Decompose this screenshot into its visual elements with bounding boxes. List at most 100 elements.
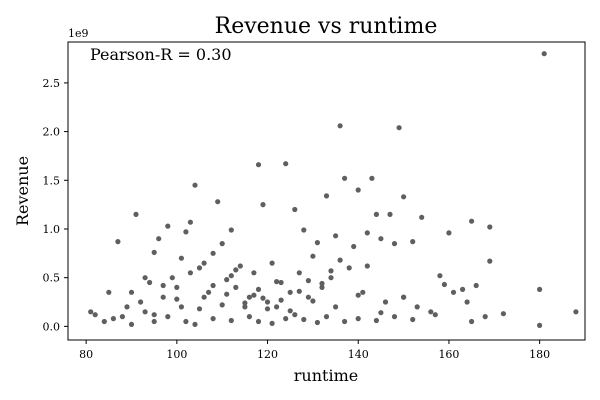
data-point	[342, 318, 348, 325]
y-tick-label: 2.5	[43, 77, 61, 90]
data-point	[242, 304, 248, 310]
pearson-annotation: Pearson-R = 0.30	[90, 45, 232, 64]
data-point	[119, 314, 125, 320]
data-point	[328, 268, 334, 274]
data-point	[178, 304, 184, 310]
data-point	[264, 306, 271, 312]
y-tick-label: 2.0	[43, 126, 61, 139]
data-point	[432, 312, 438, 318]
data-point	[192, 182, 198, 188]
y-axis: 0.0 0.5 1.0 1.5 2.0 2.5	[43, 77, 68, 333]
plot-area	[67, 41, 586, 341]
data-point	[469, 218, 475, 224]
data-point	[201, 294, 207, 300]
data-point	[460, 286, 466, 292]
data-point	[287, 308, 293, 314]
data-point	[410, 239, 416, 245]
data-point	[274, 304, 280, 310]
data-point	[210, 282, 216, 289]
data-point	[165, 314, 171, 320]
x-tick-label: 160	[438, 348, 459, 361]
data-point	[215, 199, 221, 205]
data-point	[301, 227, 307, 233]
data-point	[178, 255, 184, 261]
data-point	[183, 229, 189, 235]
data-point	[210, 250, 216, 256]
data-point	[373, 211, 379, 217]
data-point	[246, 314, 252, 320]
x-axis-label: runtime	[294, 366, 358, 385]
data-point	[165, 223, 171, 229]
data-point	[482, 314, 488, 320]
data-point	[174, 284, 180, 290]
data-point	[187, 219, 193, 225]
data-point	[537, 286, 543, 292]
data-point	[573, 309, 579, 315]
y-tick-label: 1.0	[43, 223, 61, 236]
data-point	[142, 275, 148, 281]
data-point	[328, 275, 334, 281]
data-point	[260, 295, 266, 301]
data-point	[196, 265, 203, 271]
data-point	[242, 300, 248, 306]
y-tick-label: 1.5	[43, 174, 61, 187]
data-point	[319, 280, 325, 287]
data-point	[101, 318, 107, 325]
data-point	[255, 286, 262, 292]
data-point	[183, 318, 189, 325]
data-point	[437, 273, 443, 279]
x-tick-label: 180	[529, 348, 550, 361]
y-axis-label: Revenue	[13, 156, 32, 226]
data-point	[401, 294, 407, 300]
data-point	[396, 125, 402, 131]
x-tick-label: 80	[79, 348, 93, 361]
data-point	[446, 230, 452, 236]
data-point	[337, 123, 343, 129]
data-point	[378, 310, 384, 316]
y-tick-label: 0.5	[43, 272, 61, 285]
data-point	[138, 299, 144, 305]
data-point	[219, 241, 225, 247]
data-point	[296, 288, 302, 294]
data-point	[351, 243, 357, 250]
data-points	[88, 51, 579, 328]
data-point	[369, 175, 375, 181]
data-point	[174, 296, 180, 302]
data-point	[337, 257, 343, 263]
x-axis: 80 100 120 140 160 180	[79, 340, 550, 361]
data-point	[310, 298, 316, 304]
data-point	[500, 311, 506, 317]
data-point	[206, 289, 212, 295]
data-point	[346, 265, 352, 271]
data-point	[355, 187, 361, 193]
data-point	[310, 253, 316, 259]
data-point	[210, 316, 216, 322]
data-point	[228, 227, 234, 233]
data-point	[378, 236, 384, 242]
data-point	[301, 316, 307, 323]
data-point	[314, 319, 320, 326]
data-point	[537, 322, 543, 328]
data-point	[283, 161, 289, 167]
data-point	[255, 318, 262, 325]
data-point	[124, 304, 130, 310]
data-point	[187, 270, 193, 276]
data-point	[323, 314, 330, 320]
y-tick-label: 0.0	[43, 320, 61, 333]
data-point	[246, 294, 252, 300]
data-point	[224, 277, 230, 283]
data-point	[237, 263, 243, 269]
data-point	[464, 299, 470, 305]
data-point	[410, 316, 416, 323]
data-point	[314, 240, 320, 246]
data-point	[169, 275, 175, 281]
data-point	[333, 233, 339, 239]
data-point	[292, 312, 298, 318]
data-point	[251, 270, 257, 276]
data-point	[110, 316, 116, 322]
data-point	[287, 289, 293, 295]
data-point	[192, 321, 198, 327]
data-point	[92, 312, 98, 318]
data-point	[487, 258, 493, 264]
data-point	[319, 284, 325, 290]
